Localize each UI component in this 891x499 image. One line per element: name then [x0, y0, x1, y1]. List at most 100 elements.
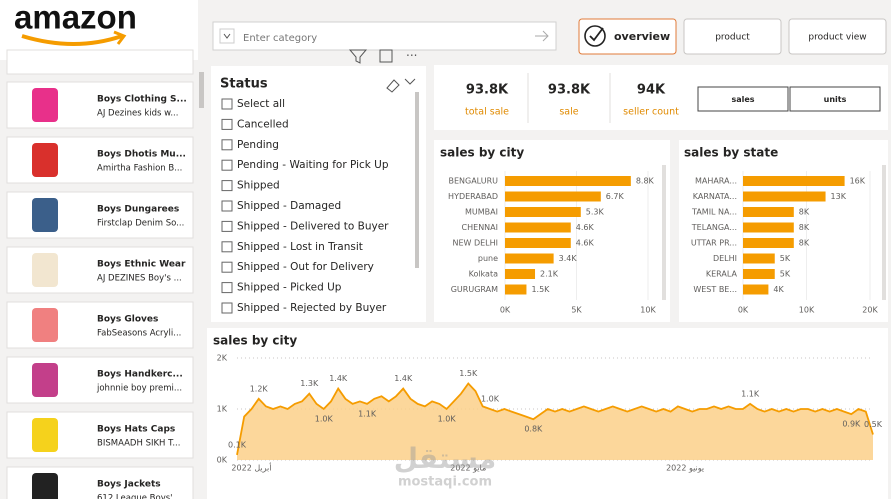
measure-label: sales [731, 95, 754, 104]
list-scrollbar[interactable] [199, 72, 204, 108]
checkbox[interactable] [221, 282, 233, 294]
x-tick-label: 20K [862, 306, 878, 315]
status-option: Shipped - Delivered to Buyer [237, 220, 389, 232]
y-tick-label: WEST BE... [693, 285, 737, 294]
y-tick-label: CHENNAI [462, 223, 498, 232]
state-scrollbar[interactable] [882, 165, 886, 300]
status-option: Shipped - Damaged [237, 200, 341, 212]
product-title: Boys Handkerc... [97, 370, 183, 380]
x-tick-label: مايو 2022 [450, 464, 486, 473]
data-label: 1.5K [459, 369, 478, 378]
y-tick-label: MAHARA... [695, 177, 737, 186]
product-title: Boys Gloves [97, 315, 158, 325]
status-option: Shipped - Out for Delivery [237, 261, 374, 273]
y-tick-label: NEW DELHI [452, 239, 498, 248]
filter-icon[interactable] [348, 49, 368, 64]
product-title: Boys Clothing S... [97, 95, 187, 105]
city-scrollbar[interactable] [662, 165, 666, 300]
data-label: 13K [831, 192, 847, 201]
eraser-icon[interactable] [386, 79, 400, 93]
bar[interactable] [505, 238, 571, 248]
data-label: 8K [799, 223, 810, 232]
status-panel [211, 66, 426, 322]
status-option: Select all [237, 98, 285, 110]
checkbox[interactable] [221, 98, 233, 110]
data-label: 0.8K [524, 425, 543, 434]
chevron [223, 33, 231, 39]
data-label: 4K [773, 285, 784, 294]
product-title: Boys Jackets [97, 480, 161, 490]
search-placeholder: Enter category [243, 33, 317, 44]
chart-title: sales by city [440, 146, 524, 160]
bar[interactable] [505, 269, 536, 279]
bar[interactable] [505, 191, 601, 202]
checkbox[interactable] [221, 241, 233, 253]
logo-smile [21, 34, 123, 46]
product-subtitle: AJ Dezines kids w... [97, 109, 178, 119]
status-option: Shipped - Lost in Transit [237, 241, 363, 253]
data-label: 1.5K [531, 285, 550, 294]
checkbox[interactable] [221, 302, 233, 314]
chart-title: sales by city [213, 334, 297, 348]
checkbox[interactable] [221, 139, 233, 151]
focus-icon[interactable] [379, 49, 393, 63]
dropdown-button[interactable] [219, 28, 235, 44]
product-image [32, 473, 58, 499]
status-scrollbar[interactable] [415, 92, 419, 268]
measure-button[interactable] [789, 86, 881, 112]
product-image [32, 253, 58, 287]
more-icon[interactable]: ··· [406, 49, 417, 63]
bar[interactable] [505, 284, 527, 295]
bar[interactable] [743, 191, 826, 202]
product-subtitle: Firstclap Denim So... [97, 219, 184, 229]
y-tick-label: 1K [217, 405, 228, 414]
data-label: 4.6K [576, 239, 595, 248]
checkbox[interactable] [221, 159, 233, 171]
x-tick-label: أبريل 2022 [231, 463, 271, 473]
tab[interactable] [683, 18, 782, 55]
bar[interactable] [505, 222, 571, 233]
tab[interactable] [578, 18, 677, 55]
status-option: Pending [237, 139, 279, 151]
kpi-label: total sale [465, 107, 509, 118]
measure-button[interactable] [697, 86, 789, 112]
y-tick-label: DELHI [713, 254, 737, 263]
data-label: 8K [799, 208, 810, 217]
bar[interactable] [505, 253, 554, 264]
product-title: Boys Dungarees [97, 205, 179, 215]
data-label: 1.0K [315, 415, 334, 424]
bar[interactable] [743, 238, 794, 248]
checkbox[interactable] [221, 261, 233, 273]
product-image [32, 363, 58, 397]
status-option: Shipped [237, 180, 280, 192]
search-box[interactable] [212, 21, 557, 51]
status-option: Pending - Waiting for Pick Up [237, 159, 389, 171]
bar[interactable] [743, 269, 775, 279]
tab[interactable] [788, 18, 887, 55]
kpi-label: sale [559, 107, 578, 118]
kpi-value: 94K [637, 83, 666, 98]
checkbox[interactable] [221, 180, 233, 192]
line [236, 382, 874, 456]
y-tick-label: TAMIL NA... [691, 208, 737, 217]
data-label: 1.1K [358, 409, 377, 418]
y-tick-label: HYDERABAD [448, 192, 498, 201]
bar[interactable] [505, 207, 581, 217]
bar[interactable] [743, 207, 794, 217]
bar[interactable] [743, 253, 775, 264]
data-label: 1.0K [481, 395, 500, 404]
bar[interactable] [743, 176, 845, 186]
bar[interactable] [743, 284, 769, 295]
data-label: 0.5K [864, 420, 883, 429]
checkbox[interactable] [221, 118, 233, 130]
status-option: Shipped - Rejected by Buyer [237, 302, 387, 314]
tab-label: overview [614, 30, 670, 43]
checkbox[interactable] [221, 200, 233, 212]
product-subtitle: johnnie boy premi... [96, 384, 182, 394]
collapse-icon[interactable] [404, 78, 416, 85]
y-tick-label: TELANGA... [691, 223, 737, 232]
search-arrow[interactable] [535, 30, 549, 42]
bar[interactable] [505, 176, 631, 186]
bar[interactable] [743, 222, 794, 233]
checkbox[interactable] [221, 220, 233, 232]
